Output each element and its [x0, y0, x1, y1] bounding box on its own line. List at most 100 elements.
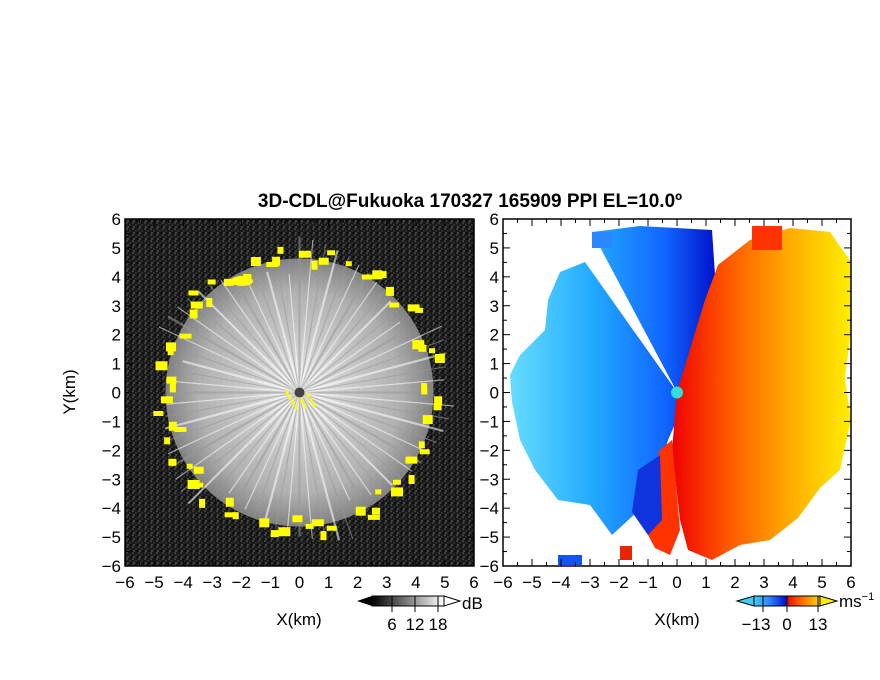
- x-tick-label: 2: [353, 573, 362, 592]
- velocity-patch: [752, 226, 782, 250]
- echo-ray: [177, 370, 300, 394]
- x-tick-label: −6: [115, 573, 134, 592]
- y-tick-label: 4: [112, 268, 121, 287]
- y-tick-label: −6: [480, 557, 499, 576]
- x-tick-label: 1: [324, 573, 333, 592]
- echo-ray: [298, 392, 341, 541]
- colorbar-tick-label: 18: [429, 615, 448, 634]
- y-tick-label: 6: [490, 210, 499, 229]
- echo-highlight: [272, 256, 281, 266]
- echo-highlight: [270, 530, 279, 538]
- echo-ray: [255, 272, 301, 393]
- reflectivity-highlights: [153, 246, 445, 541]
- echo-ray: [298, 392, 313, 539]
- echo-ray: [187, 391, 301, 505]
- x-tick-label: −4: [173, 573, 192, 592]
- x-tick-label: 6: [469, 573, 478, 592]
- x-tick-label: 4: [788, 573, 797, 592]
- echo-ray: [299, 391, 454, 407]
- reflectivity-colorbar-labels: 6 12 18: [387, 615, 447, 634]
- y-tick-label: −4: [102, 499, 121, 518]
- y-tick-label: 5: [112, 239, 121, 258]
- echo-ray: [298, 244, 327, 393]
- echo-ray: [172, 380, 300, 394]
- echo-highlight: [277, 246, 284, 254]
- echo-highlight: [380, 271, 387, 279]
- y-tick-label: 4: [490, 268, 499, 287]
- velocity-center-marker: [671, 386, 683, 399]
- echo-highlight: [186, 463, 193, 469]
- colorbar-tick-label: 12: [406, 615, 425, 634]
- velocity-panel: −6 −5 −4 −3 −2 −1 0 1 2 3 4 5 6 6543210−1−2−3−4−5−6 …: [480, 210, 875, 634]
- echo-ray: [298, 256, 350, 393]
- echo-ray: [299, 281, 378, 393]
- echo-highlight: [418, 344, 427, 352]
- echo-ray: [299, 391, 444, 433]
- velocity-x-tick-labels: −6 −5 −4 −3 −2 −1 0 1 2 3 4 5 6: [493, 573, 855, 592]
- echo-ray: [298, 240, 314, 393]
- reflectivity-y-tick-labels: 6 5 4 3 2 1 0 −1 −2 −3 −4 −5 −6: [102, 210, 121, 576]
- echo-highlight: [318, 257, 329, 265]
- velocity-colorbar: ms−1 −13 0 13: [735, 591, 874, 634]
- y-tick-label: −5: [480, 528, 499, 547]
- velocity-y-tick-labels: 6 5 4 3 2 1 0 −1 −2 −3 −4 −5 −6: [480, 210, 499, 576]
- echo-highlight: [434, 353, 445, 363]
- x-axis-label: X(km): [276, 610, 321, 629]
- echo-ray: [164, 391, 300, 430]
- x-tick-label: 0: [295, 573, 304, 592]
- echo-ray: [299, 392, 383, 491]
- echo-highlight: [345, 261, 352, 267]
- echo-ray: [231, 275, 301, 394]
- echo-ray: [299, 311, 397, 393]
- velocity-ticks: [502, 218, 852, 567]
- echo-highlight: [153, 411, 164, 417]
- x-tick-label: 3: [382, 573, 391, 592]
- echo-ray: [299, 325, 443, 394]
- velocity-south-tongue-2: [632, 455, 662, 535]
- velocity-east-region: [672, 228, 851, 560]
- reflectivity-panel: −6 −5 −4 −3 −2 −1 0 1 2 3 4 5 6 6543210−1−2−3−4−5−6 …: [60, 210, 483, 634]
- echo-ray: [299, 391, 430, 454]
- echo-ray: [175, 392, 300, 480]
- echo-highlight: [355, 506, 366, 516]
- echo-ray: [298, 250, 339, 393]
- echo-ray: [298, 264, 360, 393]
- echo-ray: [170, 391, 301, 468]
- echo-highlight: [412, 340, 425, 350]
- x-axis-label-right: X(km): [654, 610, 699, 629]
- colorbar-unit-db: dB: [462, 594, 483, 613]
- reflectivity-x-tick-labels: −6 −5 −4 −3 −2 −1 0 1 2 3 4 5 6: [115, 573, 478, 592]
- reflectivity-ticks: [124, 218, 475, 567]
- echo-ray: [197, 290, 301, 394]
- echo-ray: [167, 391, 300, 455]
- echo-highlight: [231, 276, 253, 286]
- echo-highlight: [429, 348, 436, 354]
- echo-ray: [298, 331, 404, 394]
- echo-ray: [298, 392, 351, 501]
- echo-ray: [299, 379, 445, 394]
- echo-highlight: [422, 415, 433, 425]
- x-tick-label: −1: [261, 573, 280, 592]
- y-tick-label: 0: [490, 384, 499, 403]
- echo-highlight: [164, 437, 171, 445]
- echo-highlight: [166, 342, 177, 352]
- velocity-west-region: [510, 226, 716, 535]
- echo-ray: [299, 391, 450, 420]
- echo-ray: [220, 279, 300, 393]
- echo-highlight: [320, 531, 327, 541]
- echo-ray: [165, 391, 300, 442]
- echo-highlight: [155, 361, 168, 371]
- echo-highlight: [206, 298, 213, 308]
- echo-ray: [299, 392, 403, 480]
- echo-ray: [277, 272, 301, 393]
- echo-highlight: [187, 479, 200, 489]
- echo-highlight: [166, 376, 177, 384]
- y-tick-label: −3: [102, 470, 121, 489]
- y-tick-label: 2: [112, 326, 121, 345]
- echo-ray: [298, 391, 393, 486]
- echo-ray: [228, 392, 300, 494]
- echo-ray: [298, 392, 354, 540]
- echo-ray: [187, 298, 300, 393]
- echo-highlight: [225, 497, 234, 507]
